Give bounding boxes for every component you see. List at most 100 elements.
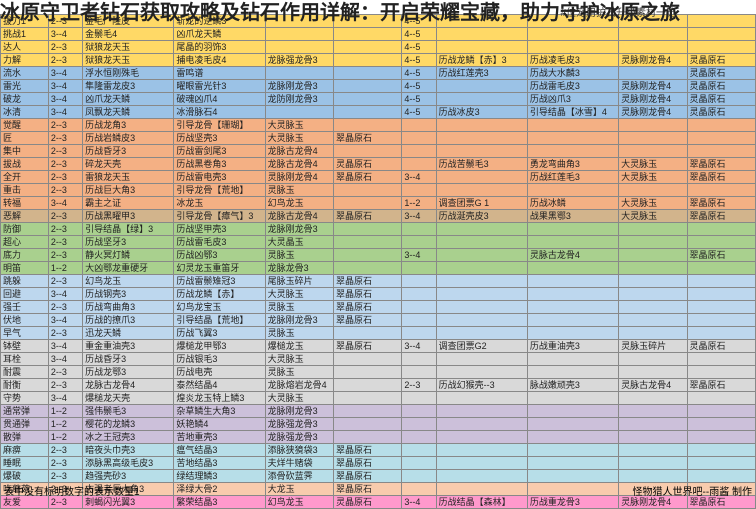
table-cell: 爆破 xyxy=(1,470,49,483)
table-row: 觉醒2--3历战龙角3引导龙骨【珊瑚】大灵脉玉 xyxy=(1,119,756,132)
table-cell xyxy=(527,431,618,444)
table-cell xyxy=(619,184,687,197)
table-cell: 2--3 xyxy=(48,457,82,470)
table-cell: 2--3 xyxy=(48,236,82,249)
table-cell xyxy=(527,262,618,275)
table-cell xyxy=(402,353,436,366)
table-cell: 大灵脉玉 xyxy=(619,158,687,171)
table-cell: 引导结晶【绿】3 xyxy=(83,223,174,236)
table-cell: 曜眼雷光针3 xyxy=(174,80,265,93)
table-cell: 2--3 xyxy=(48,158,82,171)
table-cell: 灵晶原石 xyxy=(687,106,756,119)
table-row: 重击2--3历战巨大角3引导龙骨【荒地】灵脉玉 xyxy=(1,184,756,197)
table-cell: 历战岩鳞皮3 xyxy=(83,132,174,145)
table-row: 转福3--4霸主之证冰龙玉幻鸟龙玉1--2调查团票G 1历战冰鳞大灵脉玉翠晶原石 xyxy=(1,197,756,210)
table-row: 强壬2--3历战弯曲角3幻鸟龙宝玉灵脉玉翠晶原石 xyxy=(1,301,756,314)
table-cell xyxy=(436,457,527,470)
table-cell xyxy=(333,249,401,262)
table-cell: 龙脉强龙骨3 xyxy=(265,431,333,444)
table-cell: 通常弹 xyxy=(1,405,49,418)
table-cell: 灵脉刚龙骨4 xyxy=(619,80,687,93)
table-cell: 龙脉刚龙骨3 xyxy=(265,223,333,236)
table-cell: 2--3 xyxy=(48,41,82,54)
table-cell: 历战雷电壳3 xyxy=(174,171,265,184)
table-row: 力解2--3狱狼龙天玉捕电凌毛皮4龙脉强龙骨34--5历战龙鳞【赤】3历战凌毛皮… xyxy=(1,54,756,67)
table-cell xyxy=(436,41,527,54)
table-cell: 散弹 xyxy=(1,431,49,444)
table-cell: 龙脉龙骨3 xyxy=(265,262,333,275)
table-cell xyxy=(402,327,436,340)
table-cell: 3--4 xyxy=(402,340,436,353)
table-row: 回避3--4历战钢壳3历战龙鳞【赤】大灵脉玉翠晶原石 xyxy=(1,288,756,301)
table-row: 早气2--3迅龙天鳞历战飞翼3灵脉玉 xyxy=(1,327,756,340)
table-cell: 1--2 xyxy=(48,418,82,431)
table-cell: 大灵晶玉 xyxy=(265,236,333,249)
table-cell: 夫烊牛赌袋 xyxy=(265,457,333,470)
table-cell: 瘟气结晶3 xyxy=(174,444,265,457)
table-cell xyxy=(527,392,618,405)
table-cell: 历战龙鳞【赤】3 xyxy=(436,54,527,67)
table-cell: 大灵脉玉 xyxy=(265,288,333,301)
table-cell: 引导龙骨【瘴气】3 xyxy=(174,210,265,223)
table-cell: 灵脉刚龙骨4 xyxy=(265,171,333,184)
table-cell xyxy=(333,262,401,275)
table-cell xyxy=(265,67,333,80)
table-cell: 历战的撩爪3 xyxy=(83,314,174,327)
table-cell: 暗夜头巾壳3 xyxy=(83,444,174,457)
table-cell xyxy=(402,444,436,457)
table-cell xyxy=(402,392,436,405)
table-cell xyxy=(402,431,436,444)
table-cell: 龙脉古龙骨4 xyxy=(265,158,333,171)
table-cell: 全开 xyxy=(1,171,49,184)
table-cell xyxy=(333,119,401,132)
table-cell: 龙脉刚龙骨3 xyxy=(265,405,333,418)
table-cell: 历战坚壳3 xyxy=(174,132,265,145)
table-cell: 3--4 xyxy=(48,353,82,366)
table-cell: 龙脉刚龙骨3 xyxy=(265,80,333,93)
table-cell xyxy=(687,314,756,327)
table-cell xyxy=(333,41,401,54)
table-cell xyxy=(436,470,527,483)
table-cell: 流水 xyxy=(1,67,49,80)
table-cell: 霸主之证 xyxy=(83,197,174,210)
table-cell xyxy=(333,197,401,210)
table-cell: 引导龙骨【珊瑚】 xyxy=(174,119,265,132)
table-cell: 2--3 xyxy=(48,470,82,483)
table-cell: 2--3 xyxy=(48,366,82,379)
table-cell: 历战雷鬃雉冠3 xyxy=(174,275,265,288)
table-cell: 历战大水麟3 xyxy=(527,67,618,80)
table-cell xyxy=(527,353,618,366)
table-cell xyxy=(333,67,401,80)
table-cell xyxy=(402,119,436,132)
table-cell: 静火冥灯鳞 xyxy=(83,249,174,262)
table-cell: 苦地重壳3 xyxy=(174,431,265,444)
table-cell: 杂草鳞生大角3 xyxy=(174,405,265,418)
table-cell xyxy=(436,392,527,405)
table-cell xyxy=(436,119,527,132)
table-cell xyxy=(527,314,618,327)
table-cell: 灵脉古龙骨4 xyxy=(619,379,687,392)
table-cell: 添骨砍蓝霁 xyxy=(265,470,333,483)
table-cell: 强壬 xyxy=(1,301,49,314)
table-row: 恶解2--3历战黑曜甲3引导龙骨【瘴气】3龙脉古龙骨4翠晶原石3--4历战涎壳皮… xyxy=(1,210,756,223)
table-cell xyxy=(527,184,618,197)
table-cell: 灵晶原石 xyxy=(687,340,756,353)
table-cell: 历战坚甲壳3 xyxy=(174,223,265,236)
table-cell xyxy=(619,353,687,366)
table-cell: 泰然结晶4 xyxy=(174,379,265,392)
table-cell: 2--3 xyxy=(48,145,82,158)
table-cell: 灵晶原石 xyxy=(687,93,756,106)
table-cell xyxy=(619,405,687,418)
table-cell: 破魂凶爪4 xyxy=(174,93,265,106)
table-cell xyxy=(619,262,687,275)
table-cell: 3--4 xyxy=(48,197,82,210)
table-cell xyxy=(265,106,333,119)
table-cell: 历战雷毛皮3 xyxy=(174,236,265,249)
table-cell: 历战巨大角3 xyxy=(83,184,174,197)
table-cell: 凶爪龙天鳞 xyxy=(83,93,174,106)
table-cell: 冰之王冠壳3 xyxy=(83,431,174,444)
table-cell: 翠晶原石 xyxy=(333,275,401,288)
table-cell: 历战飞翼3 xyxy=(174,327,265,340)
table-cell: 大灵脉玉 xyxy=(619,210,687,223)
table-cell: 耳栓 xyxy=(1,353,49,366)
